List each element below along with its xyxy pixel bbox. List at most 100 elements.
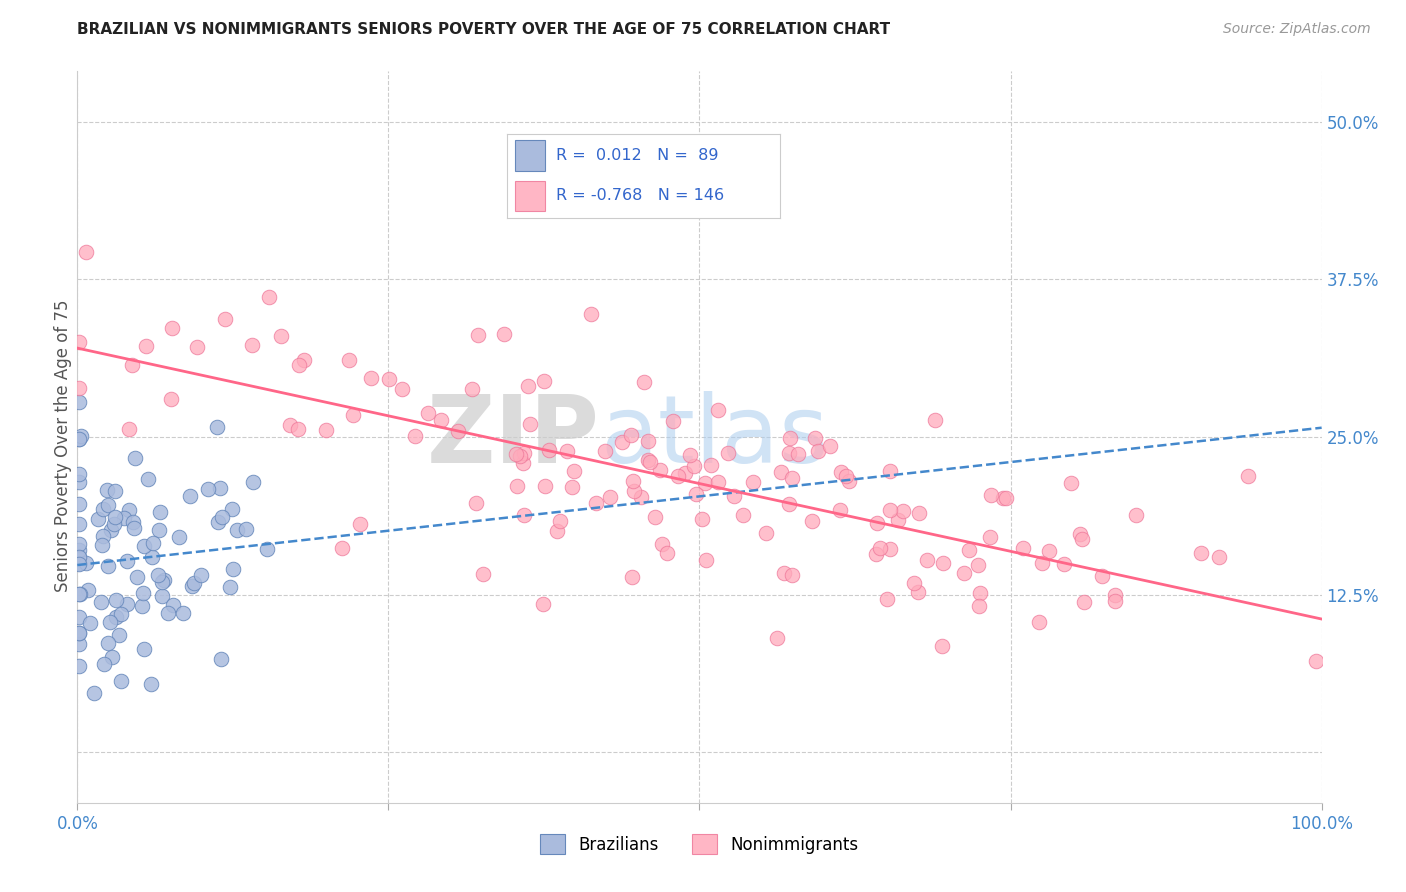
Point xyxy=(835,469,858,483)
Point xyxy=(765,631,787,645)
Point xyxy=(360,371,382,385)
Point xyxy=(679,448,702,462)
Text: R = -0.768   N = 146: R = -0.768 N = 146 xyxy=(555,188,724,203)
Point xyxy=(67,550,90,565)
Point xyxy=(908,506,931,520)
Point xyxy=(717,445,740,459)
Point xyxy=(69,587,91,601)
Point xyxy=(197,482,219,496)
Point xyxy=(90,595,112,609)
Point xyxy=(780,471,803,485)
Point xyxy=(134,539,156,553)
Point xyxy=(125,570,148,584)
Point xyxy=(160,392,183,407)
Point xyxy=(97,559,120,574)
Point xyxy=(67,637,90,651)
Point xyxy=(464,496,486,510)
Point xyxy=(820,439,842,453)
Point xyxy=(132,642,155,657)
Point xyxy=(122,521,145,535)
Point xyxy=(70,429,93,443)
Point xyxy=(67,432,90,446)
Point xyxy=(467,327,489,342)
Point xyxy=(91,529,114,543)
Point xyxy=(637,453,659,467)
Point xyxy=(96,483,118,498)
Point xyxy=(101,650,124,665)
Point xyxy=(903,575,925,590)
Point xyxy=(430,413,453,427)
Point xyxy=(779,431,801,445)
Point xyxy=(98,615,121,629)
Point xyxy=(256,541,278,556)
Point xyxy=(512,456,534,470)
Point xyxy=(648,463,671,477)
Point xyxy=(75,556,97,570)
Point xyxy=(581,307,603,321)
Point xyxy=(690,512,713,526)
Point xyxy=(172,606,194,620)
Point xyxy=(513,446,536,460)
Point xyxy=(1031,556,1053,570)
Point xyxy=(110,674,132,689)
Point xyxy=(288,359,311,373)
Point xyxy=(67,334,90,349)
Point xyxy=(907,584,929,599)
Bar xyxy=(515,181,546,211)
Point xyxy=(67,381,90,395)
Point xyxy=(67,517,90,532)
Point xyxy=(879,541,901,556)
Point xyxy=(235,522,257,536)
Point xyxy=(668,469,690,483)
Point xyxy=(778,498,800,512)
Point xyxy=(222,562,245,576)
Point xyxy=(991,491,1014,506)
Point xyxy=(240,338,263,352)
Point xyxy=(121,358,143,372)
Point xyxy=(612,434,634,449)
Point xyxy=(124,450,146,465)
Point xyxy=(67,542,90,557)
Point xyxy=(780,567,803,582)
Point xyxy=(787,447,810,461)
Point xyxy=(162,321,184,335)
Point xyxy=(67,610,90,624)
Point xyxy=(100,523,122,537)
Point xyxy=(90,537,112,551)
Point xyxy=(1125,508,1147,522)
Point xyxy=(67,658,90,673)
Point xyxy=(685,486,707,500)
Point xyxy=(67,626,90,640)
Point xyxy=(118,422,141,436)
Point xyxy=(67,537,90,551)
Point xyxy=(207,515,229,529)
Point xyxy=(169,529,191,543)
Point xyxy=(662,414,685,428)
Point xyxy=(287,422,309,436)
Point xyxy=(562,464,585,478)
Point xyxy=(879,464,901,478)
Point xyxy=(110,607,132,621)
Point xyxy=(349,516,371,531)
Point xyxy=(1336,719,1358,733)
Point xyxy=(531,597,554,611)
Point xyxy=(404,429,426,443)
Point xyxy=(630,490,652,504)
Point xyxy=(77,583,100,598)
Point xyxy=(706,475,728,489)
Point xyxy=(1038,544,1060,558)
Point xyxy=(142,536,165,550)
Point xyxy=(67,432,90,446)
Point xyxy=(637,434,659,448)
Point xyxy=(148,524,170,538)
Point xyxy=(770,465,793,479)
Point xyxy=(315,423,337,437)
Point xyxy=(517,379,540,393)
Text: R =  0.012   N =  89: R = 0.012 N = 89 xyxy=(555,148,718,163)
Point xyxy=(136,473,159,487)
Point xyxy=(876,592,898,607)
Point xyxy=(638,455,661,469)
Point xyxy=(621,474,644,488)
Point xyxy=(838,474,860,488)
Point xyxy=(87,512,110,526)
